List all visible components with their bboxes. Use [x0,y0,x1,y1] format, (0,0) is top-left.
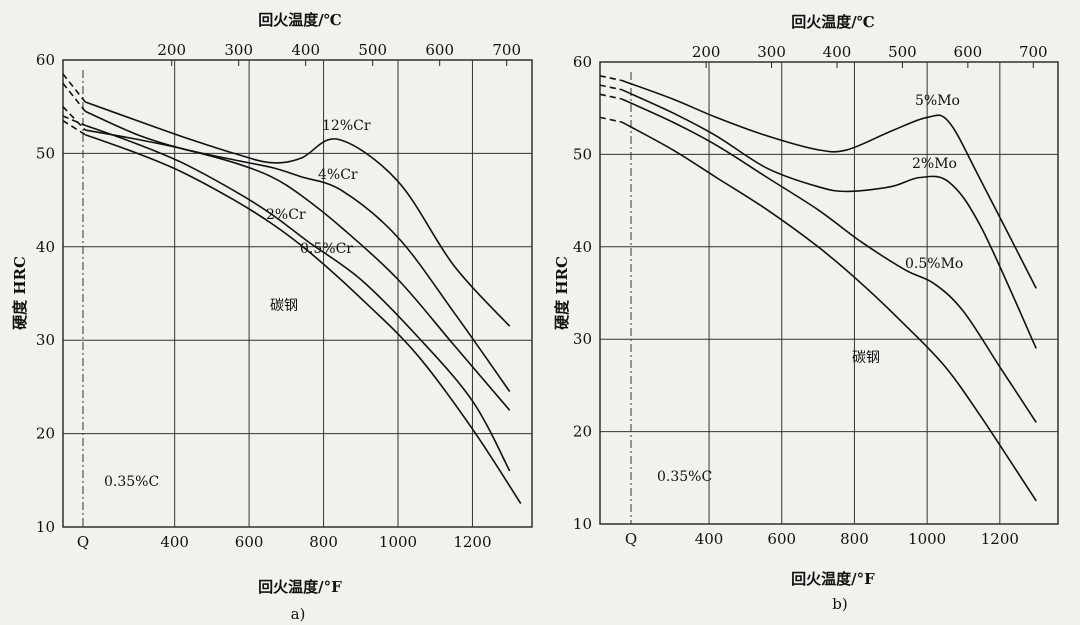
x-tick-label: 1000 [908,530,946,548]
series-line-2%Mo [621,88,1037,349]
y-tick-label: 10 [573,515,592,533]
x-axis-title: 回火温度/°F [258,578,342,596]
x-tick-label: 400 [695,530,724,548]
series-line-0.5%Cr [85,124,511,472]
series-line-2%Cr [85,129,511,411]
x2-tick-label: 400 [291,41,320,59]
series-label: 碳钢 [852,350,880,366]
y-axis-title: 硬度 HRC [553,256,571,330]
x2-tick-label: 600 [954,43,983,61]
x-start-label: Q [625,530,637,548]
y-tick-label: 30 [573,330,592,348]
y-tick-label: 40 [573,238,592,256]
x2-tick-label: 200 [157,41,186,59]
y-tick-label: 40 [36,238,55,256]
y-axis-title: 硬度 HRC [11,256,29,330]
x-tick-label: 600 [767,530,796,548]
x2-tick-label: 300 [224,41,253,59]
y-tick-label: 50 [573,145,592,163]
x2-tick-label: 500 [358,41,387,59]
series-label: 12%Cr [322,118,371,134]
series-label: 0.5%Mo [905,256,963,272]
series-label: 碳钢 [270,298,298,314]
series-line-start-0.5%Mo [599,93,622,100]
series-line-start-12%Cr [62,73,86,103]
chart-panel-b: 10 20 30 40 50 60 400 600 800 1000 1200 Q 200 300 400 5… [553,13,1059,613]
x-tick-label: 1200 [981,530,1019,548]
x-start-label: Q [77,533,89,551]
chart-panel-a: 10 20 30 40 50 60 400 600 800 1000 1200 Q 200 300 400 5… [11,11,533,623]
series-line-12%Cr [85,101,511,327]
series-label: 0.5%Cr [300,241,353,257]
x2-tick-label: 700 [492,41,521,59]
x2-axis-title: 回火温度/℃ [258,11,341,29]
x2-tick-label: 400 [823,43,852,61]
plot-frame [599,61,1059,525]
series-label: 2%Cr [266,207,306,223]
x-tick-label: 800 [840,530,869,548]
series-line-0.5%Mo [621,98,1037,423]
x2-tick-label: 700 [1019,43,1048,61]
x2-axis-title: 回火温度/℃ [791,13,874,31]
y-tick-label: 20 [573,423,592,441]
series-label: 2%Mo [912,156,957,172]
x2-tick-label: 200 [692,43,721,61]
x-tick-label: 600 [235,533,264,551]
series-line-start-碳钢 [62,120,86,136]
series-line-start-5%Mo [599,75,622,82]
y-tick-label: 30 [36,331,55,349]
series-line-start-0.5%Cr [62,115,86,127]
panel-label: b) [832,595,847,613]
series-line-碳钢 [621,121,1037,502]
x2-tick-label: 600 [425,41,454,59]
x2-tick-label: 300 [757,43,786,61]
series-line-start-碳钢 [599,116,622,123]
x-tick-label: 1200 [453,533,491,551]
y-tick-label: 10 [36,518,55,536]
x-tick-label: 1000 [379,533,417,551]
composition-annotation: 0.35%C [104,474,159,490]
panel-label: a) [291,605,306,623]
series-line-4%Cr [84,110,511,393]
series-line-start-4%Cr [62,82,86,112]
series-label: 5%Mo [915,93,960,109]
x-tick-label: 400 [160,533,189,551]
series-label: 4%Cr [318,167,358,183]
y-tick-label: 50 [36,144,55,162]
y-tick-label: 20 [36,425,55,443]
x-axis-title: 回火温度/°F [791,570,875,588]
series-line-5%Mo [621,79,1037,289]
series-line-碳钢 [85,133,522,505]
series-line-start-2%Mo [599,84,622,91]
series-line-start-2%Cr [62,106,86,131]
x-tick-label: 800 [309,533,338,551]
composition-annotation: 0.35%C [657,469,712,485]
plot-frame [62,59,533,528]
x2-tick-label: 500 [888,43,917,61]
y-tick-label: 60 [36,51,55,69]
y-tick-label: 60 [573,53,592,71]
